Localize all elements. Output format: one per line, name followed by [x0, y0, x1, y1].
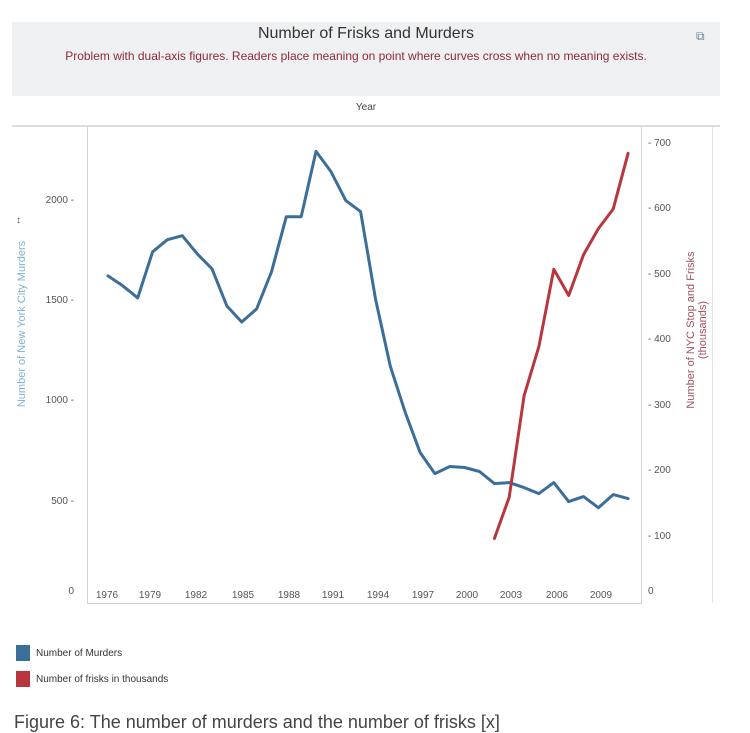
x-tick-label: 1985: [231, 590, 255, 601]
legend-swatch-frisks: [16, 671, 30, 687]
x-tick-label: 2003: [499, 590, 523, 601]
legend-label: Number of Murders: [36, 647, 123, 659]
legend-item-murders[interactable]: Number of Murders: [16, 644, 122, 662]
chart-header: Number of Frisks and Murders Problem wit…: [12, 22, 720, 96]
right-tick-label: - 700: [648, 137, 671, 149]
left-tick-label: 0: [68, 586, 74, 597]
left-tick-label: 1000 -: [45, 395, 74, 407]
legend-swatch-murders: [16, 645, 30, 661]
right-tick-label: - 100: [648, 530, 671, 542]
share-icon[interactable]: ⧉: [696, 29, 705, 43]
x-tick-label: 2006: [545, 590, 569, 601]
x-tick-label: 1979: [138, 590, 162, 601]
right-tick-label: - 500: [648, 268, 671, 280]
legend-label: Number of frisks in thousands: [36, 673, 169, 685]
x-tick-label: 1982: [184, 590, 208, 601]
plot-area: [87, 127, 642, 604]
chart-title: Number of Frisks and Murders: [257, 25, 475, 42]
x-tick-label: 1997: [411, 590, 435, 601]
murders-line[interactable]: [106, 149, 630, 510]
sort-icon[interactable]: ↕: [16, 215, 21, 226]
x-tick-label: 2000: [455, 590, 479, 601]
x-axis-header: Year: [355, 102, 377, 113]
right-tick-label: - 400: [648, 334, 671, 345]
x-tick-label: 1994: [366, 590, 390, 601]
right-tick-label: 0: [648, 586, 654, 597]
right-tick-label: - 200: [648, 465, 671, 476]
left-tick-label: 2000 -: [45, 194, 74, 206]
right-tick-label: - 300: [648, 399, 671, 411]
legend: Number of Murders Number of frisks in th…: [12, 640, 720, 700]
right-axis-border: [712, 127, 713, 603]
chart-subtitle: Problem with dual-axis figures. Readers …: [65, 49, 647, 63]
header-divider: [12, 125, 720, 127]
left-tick-label: 500 -: [51, 495, 74, 507]
legend-item-frisks[interactable]: Number of frisks in thousands: [16, 670, 168, 688]
left-tick-label: 1500 -: [45, 294, 74, 306]
x-tick-label: 2009: [589, 590, 613, 601]
right-tick-label: - 600: [648, 203, 671, 214]
x-tick-label: 1988: [277, 590, 301, 601]
x-tick-label: 1976: [95, 590, 119, 601]
chart-panel: Number of Frisks and Murders Problem wit…: [12, 22, 720, 664]
figure-caption: Figure 6: The number of murders and the …: [14, 712, 500, 732]
frisks-line[interactable]: [492, 151, 630, 540]
x-tick-label: 1991: [321, 590, 345, 601]
